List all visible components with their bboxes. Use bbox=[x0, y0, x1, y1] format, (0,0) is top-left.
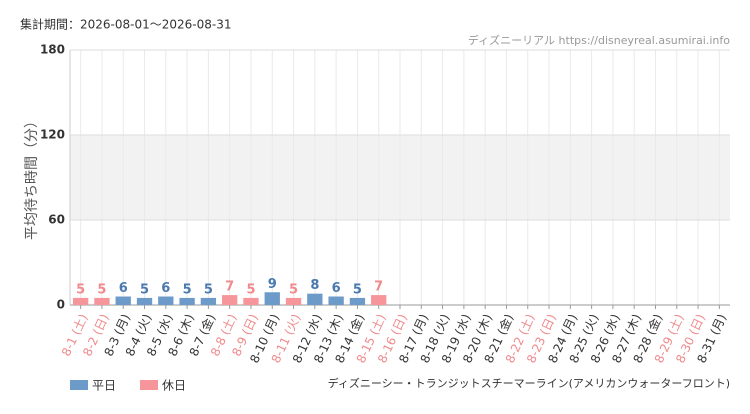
value-label: 5 bbox=[140, 282, 149, 297]
source: ディズニーリアル https://disneyreal.asumirai.inf… bbox=[468, 33, 730, 47]
bar bbox=[285, 297, 302, 305]
bar bbox=[115, 296, 131, 305]
value-label: 9 bbox=[268, 277, 277, 292]
value-label: 5 bbox=[76, 282, 85, 297]
bar bbox=[72, 297, 89, 305]
bar bbox=[307, 293, 323, 305]
y-tick-label: 0 bbox=[57, 298, 65, 312]
value-label: 7 bbox=[374, 280, 383, 295]
value-label: 5 bbox=[97, 282, 106, 297]
value-label: 7 bbox=[225, 280, 234, 295]
value-label: 5 bbox=[204, 282, 213, 297]
legend-label: 平日 bbox=[92, 379, 116, 393]
legend-label: 休日 bbox=[162, 379, 186, 393]
value-label: 5 bbox=[353, 282, 362, 297]
chart-title: 集計期間：2026-08-01～2026-08-31 bbox=[20, 17, 231, 32]
y-tick-label: 120 bbox=[40, 128, 65, 142]
value-label: 6 bbox=[332, 281, 341, 296]
y-tick-label: 60 bbox=[48, 213, 65, 227]
bar bbox=[179, 297, 195, 305]
bar bbox=[371, 295, 387, 305]
value-label: 5 bbox=[289, 282, 298, 297]
footer: ディズニーシー・トランジットスチーマーライン(アメリカンウォーターフロント) bbox=[328, 376, 730, 390]
bar bbox=[222, 295, 238, 305]
value-label: 5 bbox=[246, 282, 255, 297]
value-label: 6 bbox=[161, 281, 170, 296]
y-tick-label: 180 bbox=[40, 43, 65, 57]
bar bbox=[158, 296, 174, 305]
bar bbox=[94, 297, 110, 305]
bar bbox=[200, 297, 217, 305]
bar bbox=[136, 297, 153, 305]
bar bbox=[264, 292, 280, 305]
value-label: 8 bbox=[310, 278, 319, 293]
bar bbox=[328, 296, 344, 305]
value-label: 6 bbox=[119, 281, 128, 296]
legend-swatch bbox=[140, 380, 158, 390]
y-axis-label: 平均待ち時間（分） bbox=[24, 114, 40, 240]
bar bbox=[243, 297, 259, 305]
value-label: 5 bbox=[183, 282, 192, 297]
legend-swatch bbox=[70, 380, 88, 390]
bar bbox=[349, 297, 366, 305]
